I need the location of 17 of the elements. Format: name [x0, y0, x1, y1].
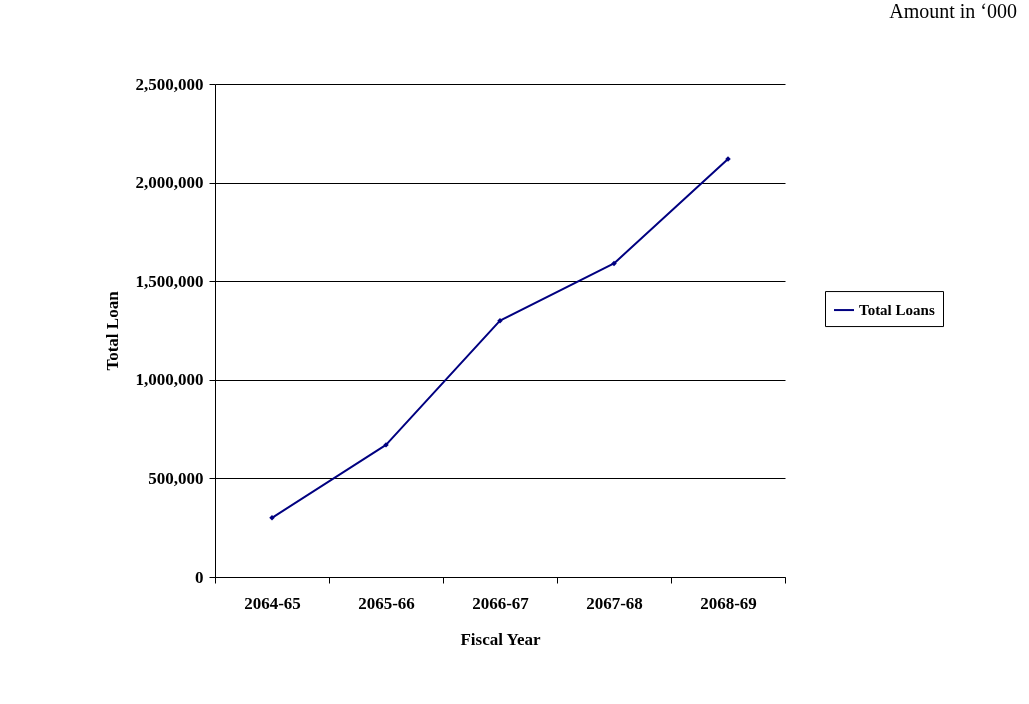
y-tick-label: 1,000,000	[135, 370, 204, 390]
x-tick-label: 2067-68	[586, 593, 643, 613]
x-axis-title: Fiscal Year	[460, 629, 541, 649]
x-tick-label: 2068-69	[700, 593, 757, 613]
text: Amount in ‘000	[889, 0, 1017, 22]
y-tick-label: 2,500,000	[135, 74, 204, 94]
x-tick-label: 2065-66	[358, 593, 415, 613]
y-tick-label: 0	[195, 567, 204, 587]
point	[611, 260, 617, 267]
x-tick-label: 2066-67	[472, 593, 530, 613]
x-tick-label: 2064-65	[244, 593, 301, 613]
y-axis-title: Total Loan	[102, 290, 122, 371]
y-tick-label: 2,000,000	[135, 173, 204, 193]
legend-label: Total Loans	[859, 302, 935, 319]
y-tick-label: 1,500,000	[135, 271, 204, 291]
point	[497, 317, 503, 324]
y-tick-label: 500,000	[148, 468, 204, 488]
